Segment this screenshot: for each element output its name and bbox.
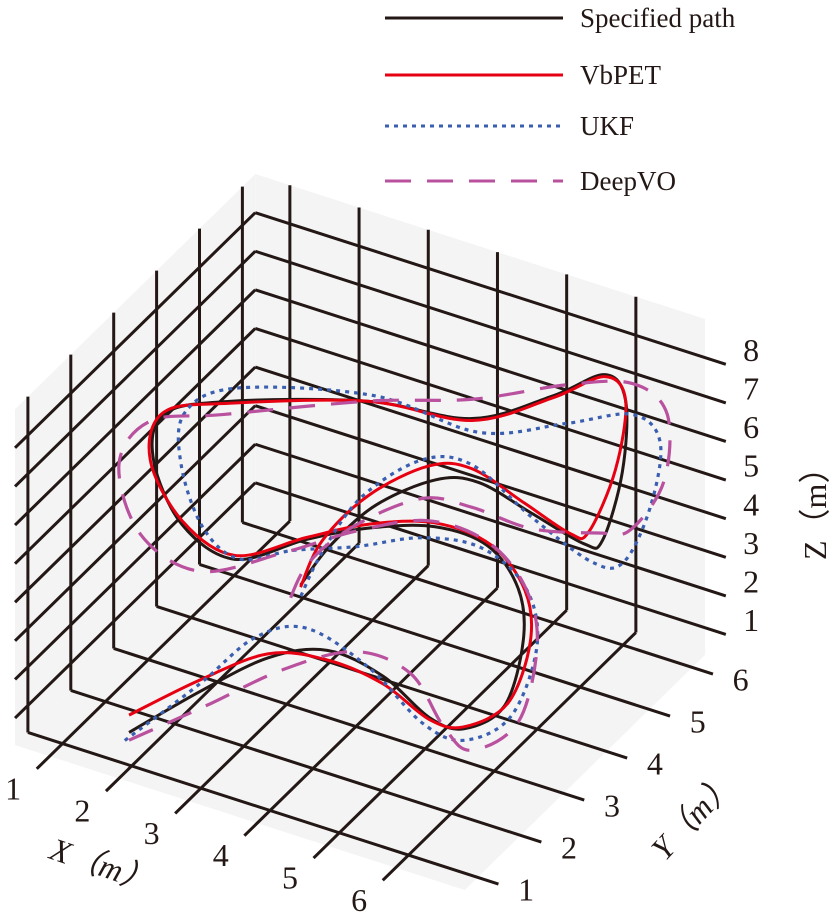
left-wall-grid-z-2 xyxy=(13,443,257,681)
back-wall-grid-z-4 xyxy=(254,365,727,521)
left-wall-grid-z-7 xyxy=(13,250,257,488)
floor-grid-x-6 xyxy=(381,631,637,882)
floor-grid-y-2 xyxy=(70,689,542,844)
z-tick-label-6: 6 xyxy=(743,409,759,445)
y-tick-label-4: 4 xyxy=(647,745,663,781)
legend: Specified path VbPET UKF DeepVO xyxy=(385,3,736,196)
x-tick-label-3: 3 xyxy=(144,815,160,851)
y-tick-label-3: 3 xyxy=(604,787,620,823)
back-wall-grid-z-8 xyxy=(254,211,727,366)
y-tick-label-2: 2 xyxy=(561,829,577,865)
back-wall-pane xyxy=(255,174,706,655)
x-tick-label-6: 6 xyxy=(351,882,367,918)
left-wall-pane xyxy=(15,174,256,746)
floor-grid-y-1 xyxy=(27,731,499,886)
series-ukf xyxy=(123,385,663,743)
left-wall-grid-z-5 xyxy=(13,327,257,565)
x-tick-label-5: 5 xyxy=(282,859,298,895)
back-wall-grid-z-7 xyxy=(254,249,727,405)
back-wall-grid-z-2 xyxy=(254,442,727,598)
z-tick-label-8: 8 xyxy=(743,332,759,368)
x-tick-label-4: 4 xyxy=(213,837,229,873)
z-tick-label-4: 4 xyxy=(743,486,759,522)
left-wall-grid-z-1 xyxy=(13,481,257,720)
x-axis-title: X（m） xyxy=(44,830,158,899)
floor-grid-y-3 xyxy=(113,647,585,802)
y-tick-label-5: 5 xyxy=(690,703,706,739)
floor-grid-y-5 xyxy=(199,563,671,718)
left-wall-grid-z-8 xyxy=(13,211,257,449)
y-tick-label-6: 6 xyxy=(733,661,749,697)
floor-grid-x-5 xyxy=(312,609,568,860)
trajectory-curves xyxy=(117,373,672,752)
series-deepvo xyxy=(117,379,672,752)
floor-grid-x-1 xyxy=(35,519,291,770)
z-tick-label-3: 3 xyxy=(743,525,759,561)
back-wall-grid-z-6 xyxy=(254,288,727,443)
back-wall-grid-z-1 xyxy=(254,481,727,636)
z-tick-label-7: 7 xyxy=(743,371,759,407)
left-wall-grid-z-4 xyxy=(13,365,257,604)
z-tick-label-5: 5 xyxy=(743,448,759,484)
floor-grid-x-4 xyxy=(243,586,499,837)
x-tick-label-1: 1 xyxy=(5,770,21,806)
x-tick-label-2: 2 xyxy=(74,793,90,829)
left-wall-grid-z-6 xyxy=(13,288,257,527)
floor-grid-x-3 xyxy=(174,564,430,815)
legend-label-specified-path: Specified path xyxy=(580,3,736,33)
legend-label-vbpet: VbPET xyxy=(580,60,662,90)
z-axis-title: Z（m） xyxy=(797,452,833,560)
legend-label-deepvo: DeepVO xyxy=(580,166,676,196)
back-wall-grid-z-3 xyxy=(254,404,727,559)
z-tick-label-1: 1 xyxy=(743,602,759,638)
left-wall-grid-z-3 xyxy=(13,404,257,642)
legend-label-ukf: UKF xyxy=(580,111,634,141)
back-wall-grid-z-5 xyxy=(254,327,727,482)
z-tick-label-2: 2 xyxy=(743,564,759,600)
series-vbpet xyxy=(128,375,628,730)
floor-grid-x-2 xyxy=(104,542,361,793)
y-tick-label-1: 1 xyxy=(518,871,534,907)
